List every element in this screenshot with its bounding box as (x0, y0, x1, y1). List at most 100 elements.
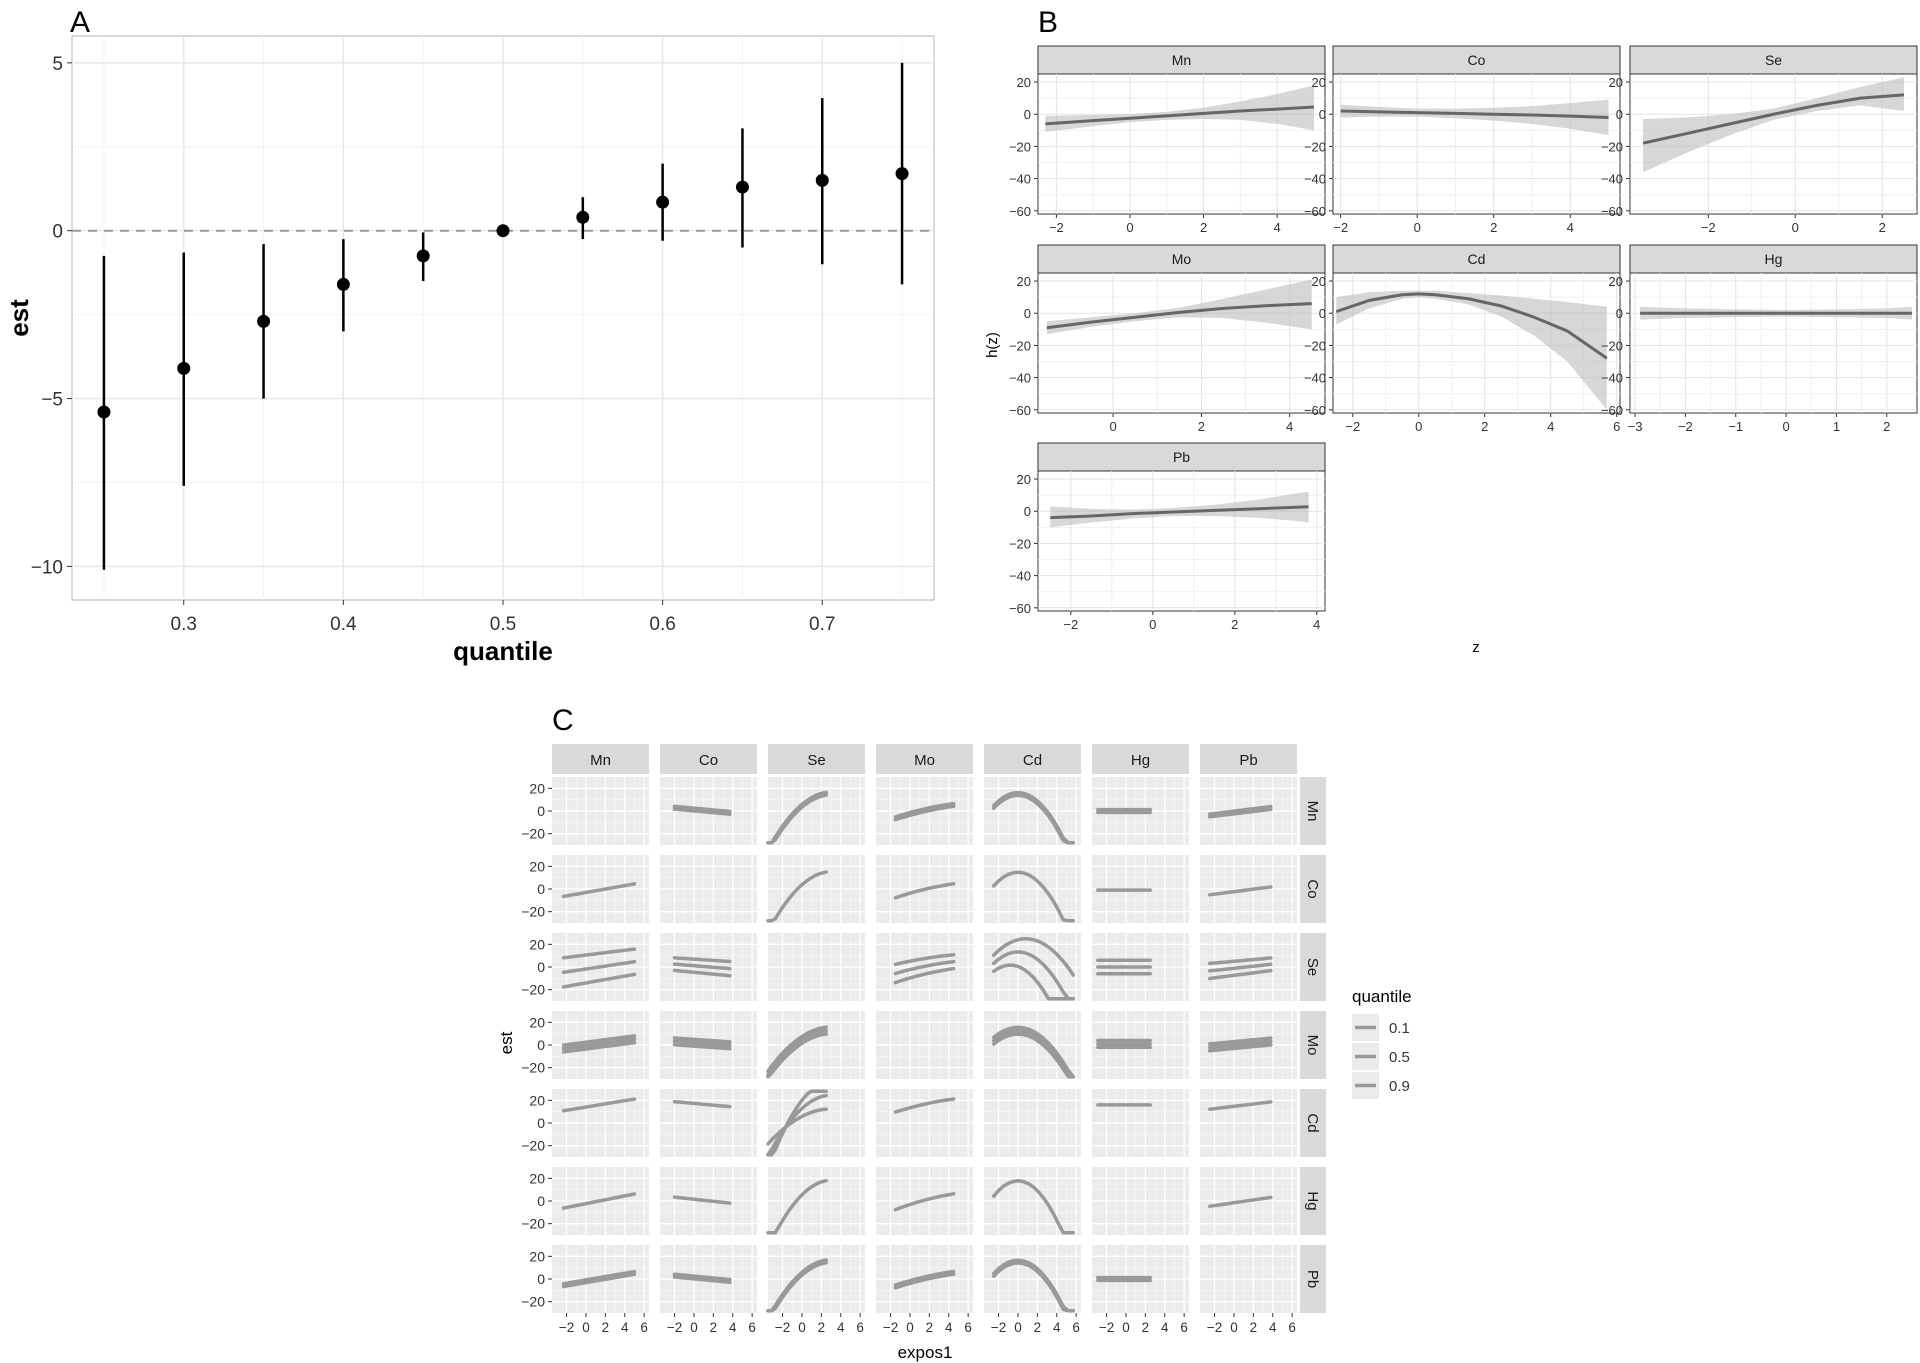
x-tick-label: 2 (602, 1320, 610, 1335)
row-strip-label: Mo (1304, 1035, 1321, 1056)
quantile-curve (893, 952, 956, 967)
facet-label: Pb (1173, 449, 1190, 465)
y-tick-label: −20 (1601, 139, 1623, 154)
legend-label: 0.9 (1389, 1078, 1410, 1095)
facet-cell (660, 1089, 757, 1157)
x-tick-label: 2 (710, 1320, 718, 1335)
quantile-curve (766, 1032, 828, 1079)
y-tick-label: −20 (521, 982, 545, 998)
x-tick-label: 6 (1180, 1320, 1188, 1335)
x-tick-label: −2 (1701, 220, 1716, 235)
facet-strip (1037, 45, 1326, 75)
quantile-curve (893, 1097, 956, 1114)
y-tick-label: −40 (1304, 371, 1326, 386)
row-strip (1300, 1011, 1326, 1079)
y-axis-title: est (4, 299, 34, 337)
facet-cell (766, 1167, 865, 1235)
quantile-curve (561, 959, 637, 975)
facet-label: Co (1468, 52, 1486, 68)
y-tick-label: 0 (537, 1271, 545, 1287)
facet-cell (766, 1011, 865, 1079)
col-strip (984, 744, 1081, 774)
y-axis-title: h(z) (984, 332, 1001, 358)
confidence-ribbon (1050, 491, 1309, 528)
quantile-curve (893, 1272, 956, 1290)
row-strip-label: Hg (1304, 1191, 1321, 1210)
quantile-curve (672, 956, 732, 964)
quantile-curve (991, 937, 1075, 977)
facet-cell (1092, 933, 1189, 1001)
quantile-curve (672, 804, 732, 814)
y-tick-label: −20 (1304, 139, 1326, 154)
x-tick-label: 2 (1200, 220, 1207, 235)
quantile-curve (1207, 885, 1273, 897)
confidence-ribbon (1340, 99, 1609, 136)
y-tick-label: −40 (1009, 371, 1031, 386)
data-point (895, 167, 909, 181)
facet-panel (1037, 470, 1326, 612)
quantile-curve (766, 1178, 828, 1235)
quantile-curve (672, 1039, 732, 1048)
x-tick-label: 2 (1250, 1320, 1258, 1335)
estimate-line (1340, 109, 1609, 119)
facet-cell (768, 933, 865, 1001)
col-strip-label: Hg (1131, 752, 1150, 769)
col-strip (768, 744, 865, 774)
data-point (735, 180, 749, 194)
facet-cell (552, 1089, 649, 1157)
x-tick-label: 0 (582, 1320, 590, 1335)
y-tick-label: 20 (1312, 75, 1326, 90)
quantile-curve (991, 870, 1075, 923)
row-strip-label: Se (1304, 958, 1321, 976)
y-tick-label: 0 (1319, 107, 1326, 122)
facet-cell (660, 855, 757, 923)
y-tick-label: 20 (1017, 75, 1031, 90)
x-tick-label: 4 (621, 1320, 629, 1335)
x-tick-label: 0 (1782, 419, 1789, 434)
x-tick-label: 4 (945, 1320, 953, 1335)
y-tick-label: −40 (1601, 172, 1623, 187)
y-tick-label: 20 (529, 936, 545, 952)
facet-cell (766, 1089, 865, 1157)
col-strip (1200, 744, 1297, 774)
quantile-curve (991, 790, 1075, 845)
panel-label-a: A (70, 6, 90, 39)
x-tick-label: 0 (1014, 1320, 1022, 1335)
quantile-curve (991, 1025, 1075, 1079)
quantile-curve (561, 1034, 637, 1047)
y-tick-label: −20 (521, 1294, 545, 1310)
x-tick-label: 0 (798, 1320, 806, 1335)
facet-cell (552, 1167, 649, 1235)
quantile-curve (1207, 1043, 1273, 1053)
y-tick-label: 0 (537, 1193, 545, 1209)
y-axis-title: est (497, 1031, 516, 1054)
facet-cell (1092, 1011, 1189, 1079)
facet-label: Mn (1172, 52, 1191, 68)
facet-cell (660, 933, 757, 1001)
facet-strip (1037, 442, 1326, 472)
facet-cell (984, 1011, 1081, 1079)
estimate-line (1642, 93, 1905, 145)
x-tick-label: 2 (1490, 220, 1497, 235)
x-tick-label: −2 (775, 1320, 790, 1335)
col-strip-label: Co (699, 752, 718, 769)
y-tick-label: 0 (1319, 306, 1326, 321)
estimate-line (1045, 105, 1315, 126)
facet-cell (660, 1167, 757, 1235)
quantile-curve (561, 972, 637, 989)
x-tick-label: −2 (1345, 419, 1360, 434)
quantile-curve (561, 1040, 637, 1054)
x-tick-label: 4 (1274, 220, 1281, 235)
facet-cell (984, 855, 1081, 923)
quantile-curve (766, 1025, 828, 1073)
facet-cell (552, 1245, 649, 1313)
quantile-curve (672, 1275, 732, 1284)
y-tick-label: 20 (1609, 75, 1623, 90)
facet-cell (1200, 933, 1297, 1001)
y-tick-label: 20 (1017, 274, 1031, 289)
x-tick-label: −2 (1063, 617, 1078, 632)
facet-cell (876, 855, 973, 923)
